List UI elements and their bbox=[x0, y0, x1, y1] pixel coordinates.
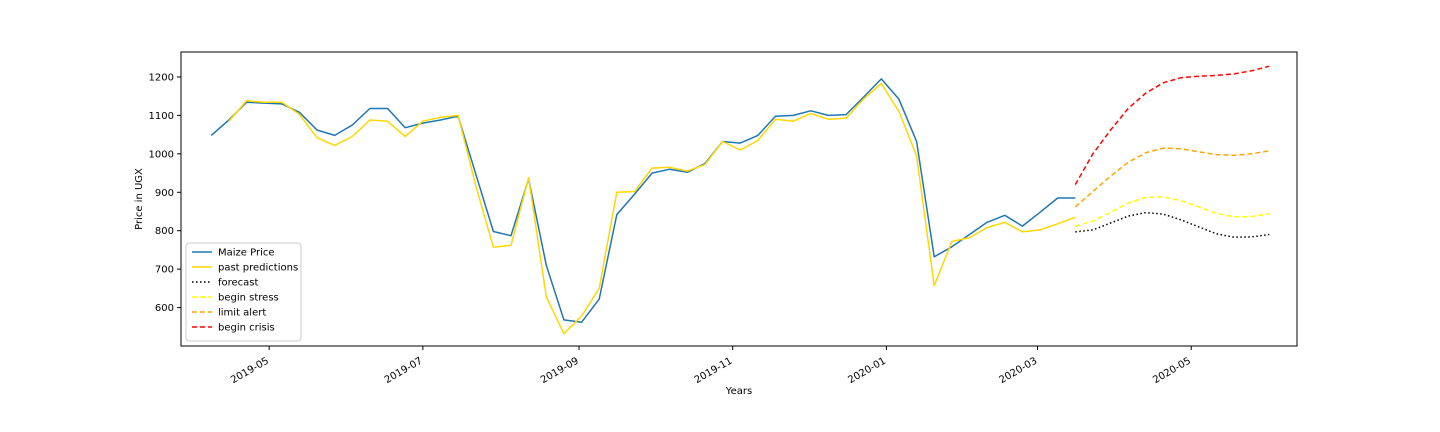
y-tick-label: 1200 bbox=[149, 72, 174, 83]
legend-label: begin crisis bbox=[218, 323, 275, 334]
series-line-4 bbox=[1074, 147, 1270, 208]
plot-lines bbox=[210, 65, 1270, 335]
y-tick-label: 700 bbox=[155, 265, 174, 276]
legend-label: forecast bbox=[218, 278, 259, 289]
legend-box bbox=[185, 242, 302, 342]
legend: Maize Price past predictions forecast begin… bbox=[185, 242, 302, 342]
series-line-5 bbox=[1074, 65, 1270, 185]
y-axis-label: Price in UGX bbox=[134, 168, 145, 230]
x-axis-label: Years bbox=[725, 386, 752, 397]
legend-label: past predictions bbox=[218, 263, 298, 274]
series-line-3 bbox=[1075, 196, 1270, 227]
legend-label: limit alert bbox=[218, 308, 266, 319]
y-tick-label: 1000 bbox=[149, 149, 174, 160]
series-line-2 bbox=[1075, 211, 1270, 238]
y-tick-label: 1100 bbox=[149, 111, 174, 122]
series-line-1 bbox=[228, 82, 1076, 335]
legend-label: Maize Price bbox=[218, 248, 275, 259]
y-tick-label: 900 bbox=[155, 188, 174, 199]
legend-label: begin stress bbox=[218, 293, 279, 304]
y-tick-label: 600 bbox=[155, 303, 174, 314]
plot-frame bbox=[180, 51, 1298, 347]
y-axis: 600 700 800 900 1000 1100 1200 bbox=[149, 72, 181, 314]
series-line-0 bbox=[210, 78, 1076, 323]
y-tick-label: 800 bbox=[155, 226, 174, 237]
